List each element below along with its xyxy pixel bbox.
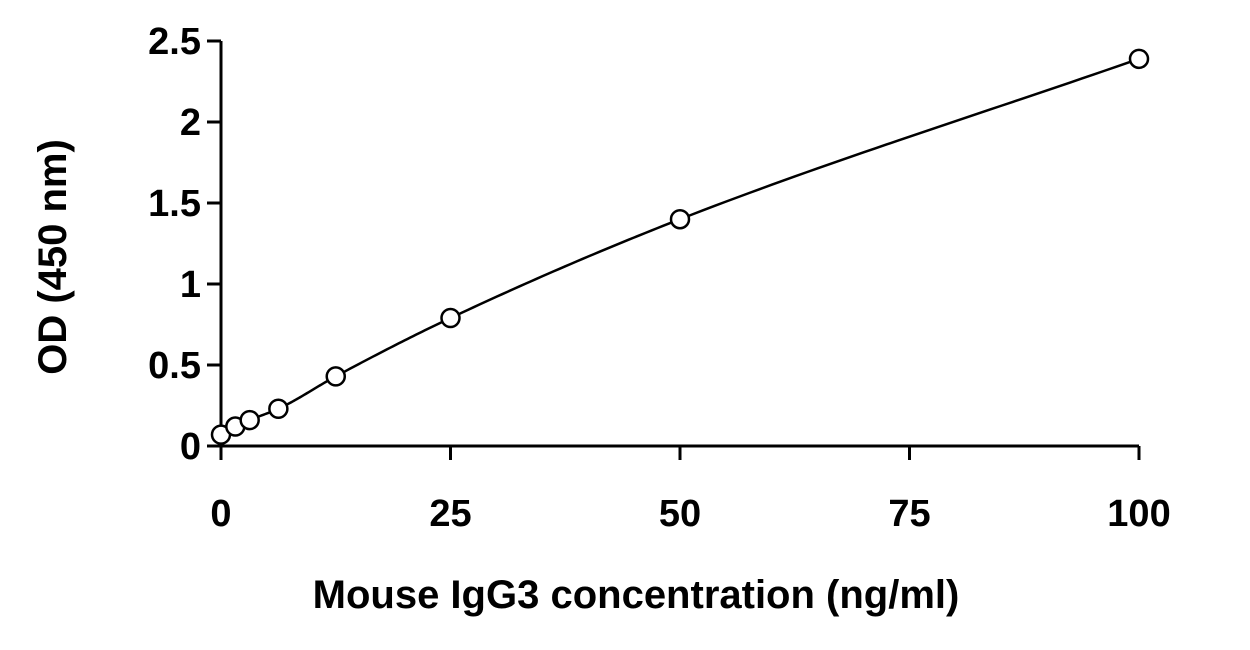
x-tick-label: 50 <box>659 493 701 535</box>
y-tick-label: 1.5 <box>148 183 201 225</box>
y-tick-label: 1 <box>180 264 201 306</box>
data-point <box>268 398 289 419</box>
data-point <box>325 366 346 387</box>
y-tick-label: 0 <box>180 426 201 468</box>
fit-curve <box>220 57 1140 436</box>
x-axis-title: Mouse IgG3 concentration (ng/ml) <box>313 573 960 617</box>
y-tick-label: 2 <box>180 102 201 144</box>
y-tick-label: 0.5 <box>148 345 201 387</box>
data-point <box>1128 48 1150 70</box>
data-points <box>210 48 1150 445</box>
y-axis: 0 0.5 1 1.5 2 2.5 <box>148 21 223 468</box>
data-point <box>669 208 691 230</box>
y-tick-label: 2.5 <box>148 21 201 63</box>
x-tick-label: 75 <box>888 493 930 535</box>
x-axis: 0 25 50 75 100 <box>210 444 1171 535</box>
y-axis-title: OD (450 nm) <box>31 139 75 375</box>
data-point <box>440 307 461 329</box>
x-tick-label: 100 <box>1107 493 1170 535</box>
fit-curve-line <box>220 57 1140 436</box>
data-point <box>239 409 260 431</box>
x-tick-label: 25 <box>429 493 471 535</box>
x-tick-label: 0 <box>210 493 231 535</box>
